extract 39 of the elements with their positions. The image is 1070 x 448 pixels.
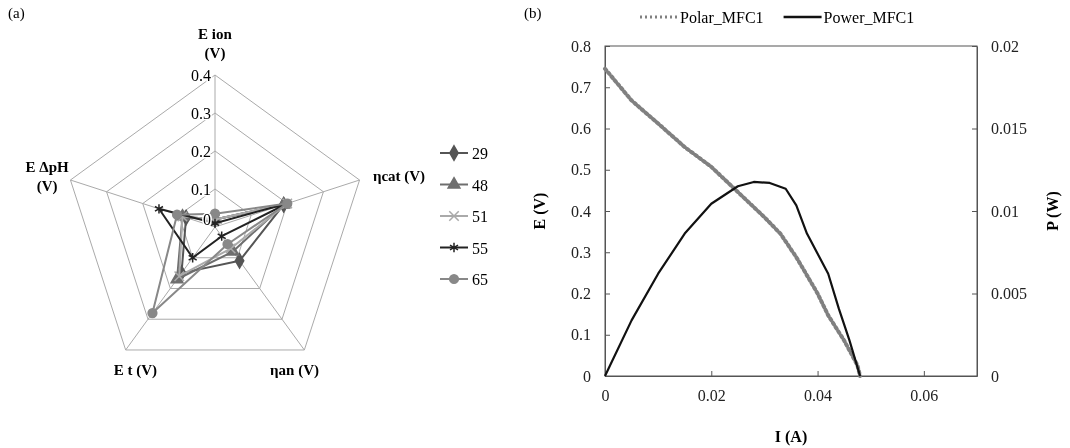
spoke-label: E ΔpH (V) (25, 158, 70, 195)
x-tick-label: 0.06 (910, 387, 939, 405)
y-tick-label: 0.2 (571, 285, 591, 303)
y2-tick-label: 0.015 (991, 120, 1027, 138)
y-tick-label: 0.3 (571, 243, 591, 261)
y-tick-label: 0.8 (571, 37, 591, 55)
legend-label: Polar_MFC1 (680, 9, 764, 26)
y-tick-label: 0.5 (571, 161, 591, 179)
legend-label: 51 (472, 208, 488, 225)
x-axis-title: I (A) (774, 428, 808, 446)
x-tick-label: 0.04 (804, 387, 833, 405)
spoke-label: ηan (V) (270, 362, 320, 380)
x-tick-label: 0 (601, 387, 610, 405)
y-tick-label: 0.1 (571, 326, 591, 344)
legend-label: 65 (472, 271, 488, 288)
y2-axis-title: P (W) (1044, 191, 1062, 231)
y-tick-label: 0.1 (191, 181, 211, 198)
spoke-label: ηcat (V) (372, 167, 426, 185)
y2-tick-label: 0 (991, 367, 999, 385)
legend-label: 48 (472, 176, 488, 194)
legend-label: Power_MFC1 (823, 9, 915, 26)
y-tick-label: 0.6 (571, 120, 591, 138)
y-tick-label: 0.4 (571, 202, 591, 220)
y-tick-label: 0.4 (191, 67, 211, 84)
legend-label: 55 (472, 239, 488, 257)
spoke-label: E t (V) (113, 362, 158, 380)
y2-tick-label: 0.01 (991, 202, 1019, 220)
spoke-label: E ion (V) (198, 26, 233, 62)
y-tick-label: 0.3 (191, 105, 211, 122)
y-tick-label: 0.7 (571, 78, 591, 96)
chart-title: (a) (8, 5, 25, 22)
y2-tick-label: 0.005 (991, 285, 1027, 303)
y2-tick-label: 0.02 (991, 37, 1019, 55)
y-tick-label: 0 (583, 367, 591, 385)
legend-label: 29 (472, 145, 488, 162)
y-axis-title: E (V) (531, 192, 549, 230)
chart-title: (b) (524, 5, 542, 22)
y-tick-label: 0.2 (191, 143, 211, 160)
x-tick-label: 0.02 (697, 387, 726, 405)
